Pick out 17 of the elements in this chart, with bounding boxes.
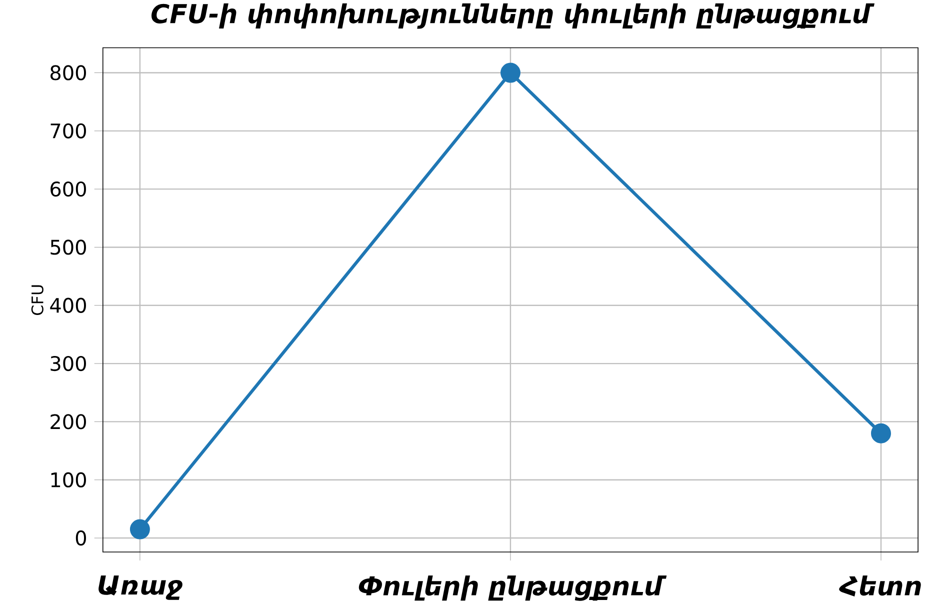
- x-tick-label: Առաջ: [98, 576, 182, 600]
- y-tick-label: 600: [50, 182, 86, 197]
- point: [500, 62, 520, 83]
- x-tick-label: Փուլերի ընթացքում: [358, 576, 667, 601]
- y-tick-label: 0: [76, 530, 86, 546]
- x-tick-label: Հետո: [839, 576, 921, 596]
- point: [871, 423, 891, 444]
- y-tick-label: 100: [51, 472, 86, 488]
- chart-title: CFU-ի փոփոխությունները փուլերի ընթացքում: [152, 3, 874, 29]
- y-tick-label: 700: [50, 123, 86, 138]
- y-axis-title: CFU: [31, 285, 44, 315]
- y-tick-label: 400: [50, 298, 86, 313]
- y-tick-label: 800: [50, 65, 86, 80]
- point: [130, 519, 150, 540]
- y-tick-label: 200: [50, 414, 86, 430]
- y-tick-label: 500: [50, 240, 86, 255]
- y-tick-label: 300: [50, 356, 86, 372]
